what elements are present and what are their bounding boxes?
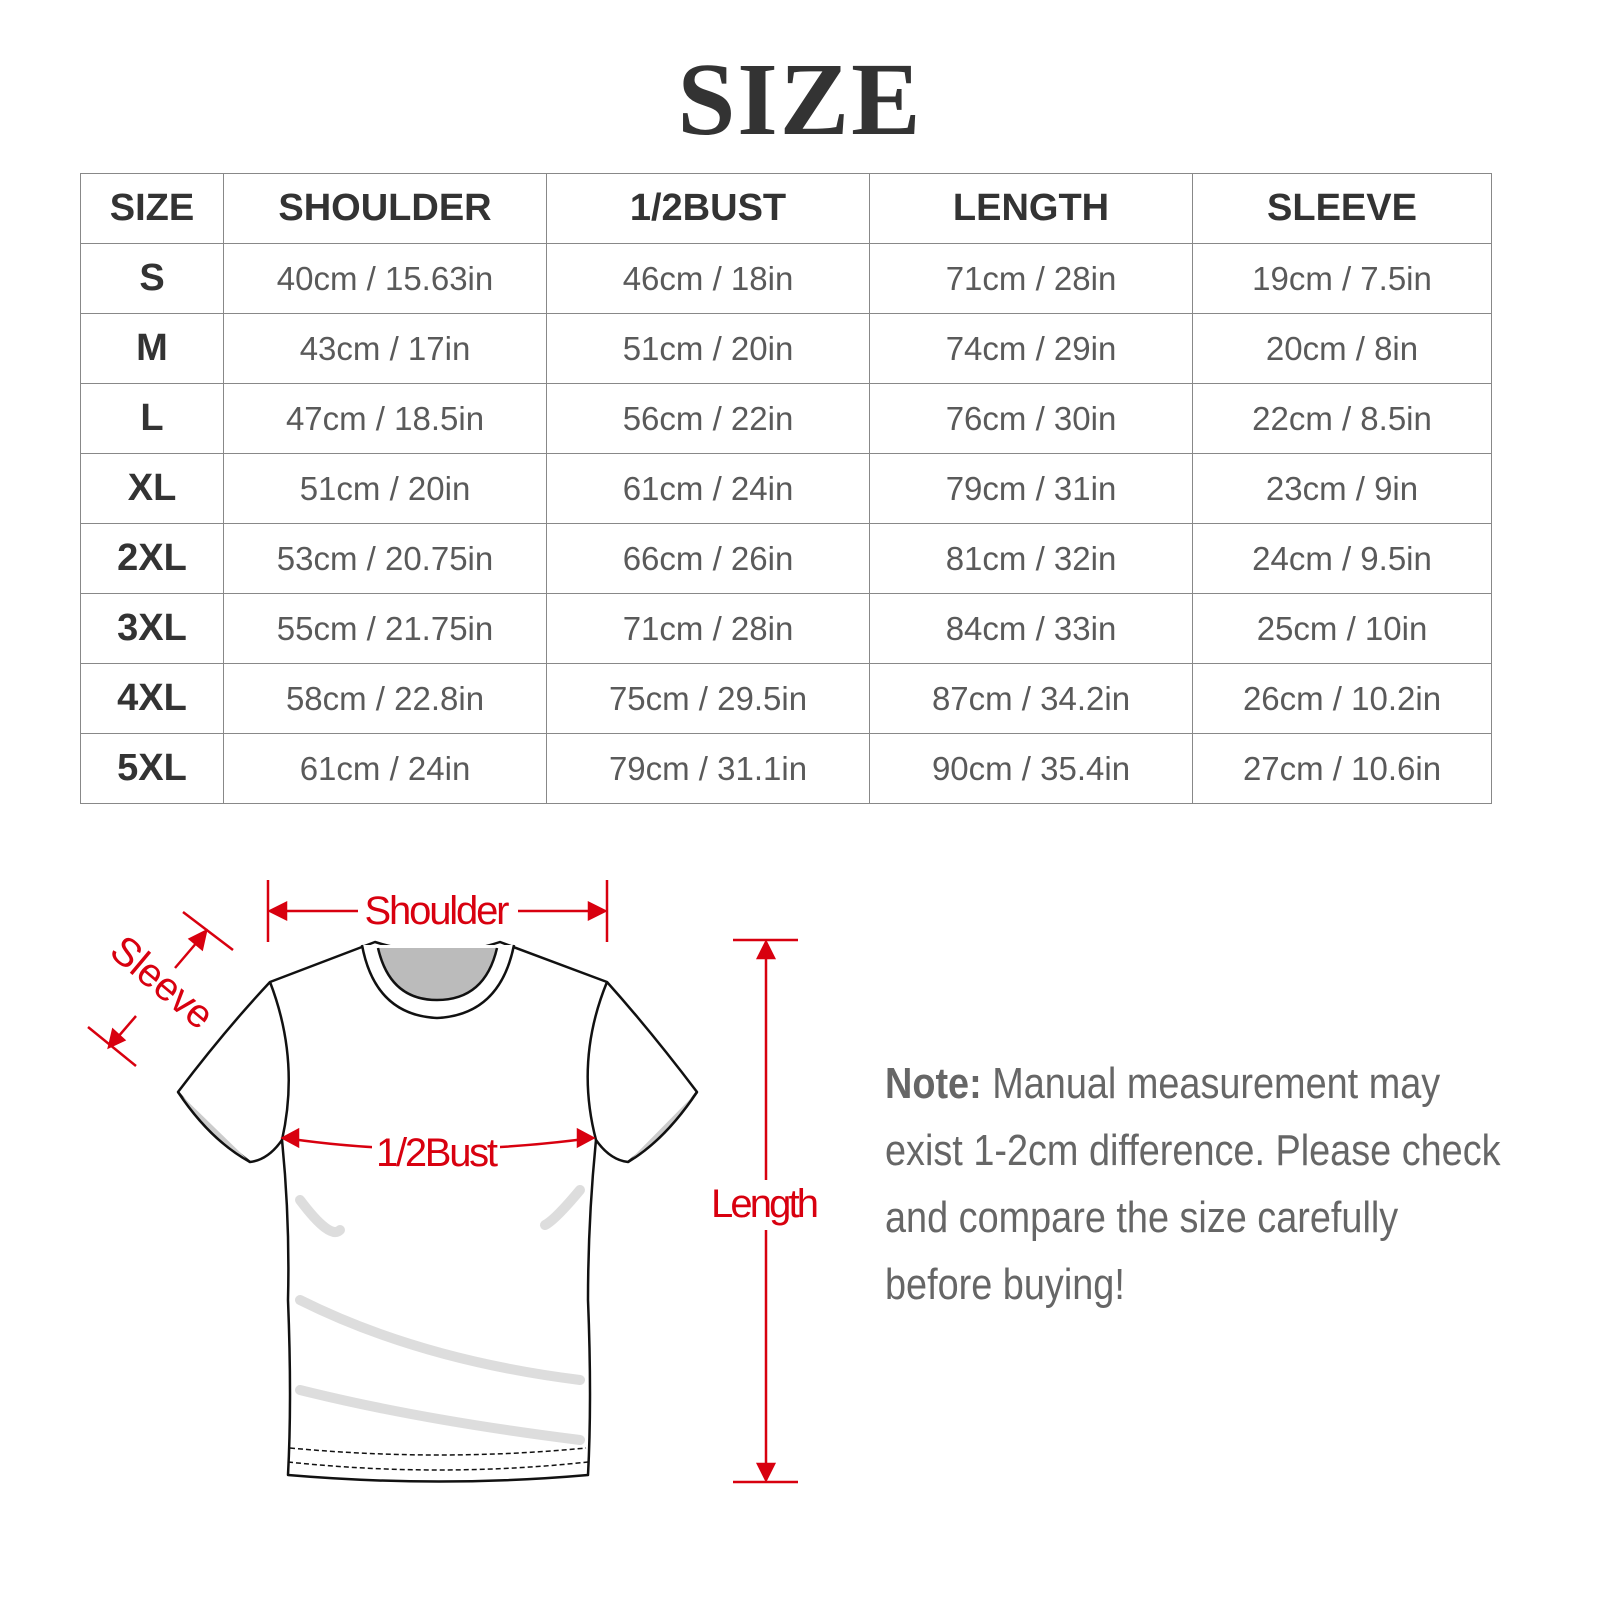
- measure-arrows: [87, 880, 798, 1484]
- measurement-cell: 66cm / 26in: [546, 523, 870, 594]
- measurement-cell: 76cm / 30in: [869, 383, 1193, 454]
- measurement-cell: 74cm / 29in: [869, 313, 1193, 384]
- size-cell: M: [80, 313, 224, 384]
- size-cell: L: [80, 383, 224, 454]
- measurement-cell: 51cm / 20in: [223, 453, 547, 524]
- measurement-cell: 27cm / 10.6in: [1192, 733, 1492, 804]
- size-table: SIZE SHOULDER 1/2BUST LENGTH SLEEVE S 40c…: [80, 173, 1492, 804]
- measurement-cell: 26cm / 10.2in: [1192, 663, 1492, 734]
- measurement-cell: 58cm / 22.8in: [223, 663, 547, 734]
- table-row: M 43cm / 17in 51cm / 20in 74cm / 29in 20cm /…: [80, 313, 1492, 384]
- measurement-cell: 23cm / 9in: [1192, 453, 1492, 524]
- measurement-cell: 46cm / 18in: [546, 243, 870, 314]
- page-title: SIZE: [677, 42, 923, 157]
- table-row: 5XL 61cm / 24in 79cm / 31.1in 90cm / 35.4in…: [80, 733, 1492, 804]
- measurement-cell: 71cm / 28in: [869, 243, 1193, 314]
- measurement-cell: 90cm / 35.4in: [869, 733, 1193, 804]
- measurement-cell: 61cm / 24in: [546, 453, 870, 524]
- table-header-row: SIZE SHOULDER 1/2BUST LENGTH SLEEVE: [80, 173, 1492, 244]
- measurement-cell: 40cm / 15.63in: [223, 243, 547, 314]
- measurement-cell: 25cm / 10in: [1192, 593, 1492, 664]
- table-row: 4XL 58cm / 22.8in 75cm / 29.5in 87cm / 34.2…: [80, 663, 1492, 734]
- measurement-cell: 56cm / 22in: [546, 383, 870, 454]
- shoulder-label: Shoulder: [365, 889, 510, 933]
- measurement-cell: 61cm / 24in: [223, 733, 547, 804]
- table-row: S 40cm / 15.63in 46cm / 18in 71cm / 28in 19c…: [80, 243, 1492, 314]
- measurement-cell: 71cm / 28in: [546, 593, 870, 664]
- fabric-folds: [295, 1185, 585, 1445]
- measurement-cell: 22cm / 8.5in: [1192, 383, 1492, 454]
- header-sleeve: SLEEVE: [1192, 173, 1492, 244]
- table-row: XL 51cm / 20in 61cm / 24in 79cm / 31in 23cm …: [80, 453, 1492, 524]
- note-text: Note: Manual measurement may exist 1-2cm…: [885, 1050, 1504, 1318]
- size-cell: S: [80, 243, 224, 314]
- length-label: Length: [711, 1182, 819, 1226]
- measurement-cell: 20cm / 8in: [1192, 313, 1492, 384]
- measurement-cell: 75cm / 29.5in: [546, 663, 870, 734]
- size-cell: XL: [80, 453, 224, 524]
- measurement-cell: 51cm / 20in: [546, 313, 870, 384]
- bust-label: 1/2Bust: [376, 1131, 498, 1175]
- table-row: 2XL 53cm / 20.75in 66cm / 26in 81cm / 32in 2…: [80, 523, 1492, 594]
- table-row: L 47cm / 18.5in 56cm / 22in 76cm / 30in 22cm…: [80, 383, 1492, 454]
- size-cell: 4XL: [80, 663, 224, 734]
- size-cell: 3XL: [80, 593, 224, 664]
- measurement-cell: 84cm / 33in: [869, 593, 1193, 664]
- header-bust: 1/2BUST: [546, 173, 870, 244]
- header-length: LENGTH: [869, 173, 1193, 244]
- measurement-cell: 24cm / 9.5in: [1192, 523, 1492, 594]
- measurement-cell: 53cm / 20.75in: [223, 523, 547, 594]
- table-row: 3XL 55cm / 21.75in 71cm / 28in 84cm / 33in 2…: [80, 593, 1492, 664]
- measurement-cell: 19cm / 7.5in: [1192, 243, 1492, 314]
- tshirt-icon: [176, 940, 699, 1483]
- size-cell: 5XL: [80, 733, 224, 804]
- note-label: Note:: [885, 1059, 982, 1108]
- measurement-cell: 43cm / 17in: [223, 313, 547, 384]
- measurement-cell: 55cm / 21.75in: [223, 593, 547, 664]
- measurement-cell: 81cm / 32in: [869, 523, 1193, 594]
- header-size: SIZE: [80, 173, 224, 244]
- note-body: Manual measurement may exist 1-2cm diffe…: [885, 1059, 1501, 1309]
- measurement-cell: 79cm / 31.1in: [546, 733, 870, 804]
